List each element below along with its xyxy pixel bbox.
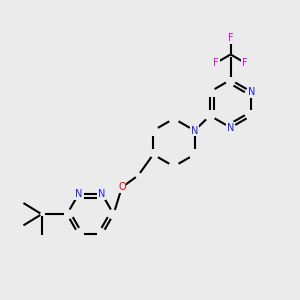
Text: F: F: [214, 58, 219, 68]
Text: N: N: [75, 189, 82, 199]
Text: N: N: [191, 126, 198, 136]
Text: N: N: [227, 123, 234, 133]
Text: F: F: [242, 58, 248, 68]
Text: F: F: [228, 33, 233, 43]
Text: N: N: [98, 189, 106, 199]
Text: O: O: [118, 182, 126, 192]
Text: N: N: [248, 87, 255, 97]
